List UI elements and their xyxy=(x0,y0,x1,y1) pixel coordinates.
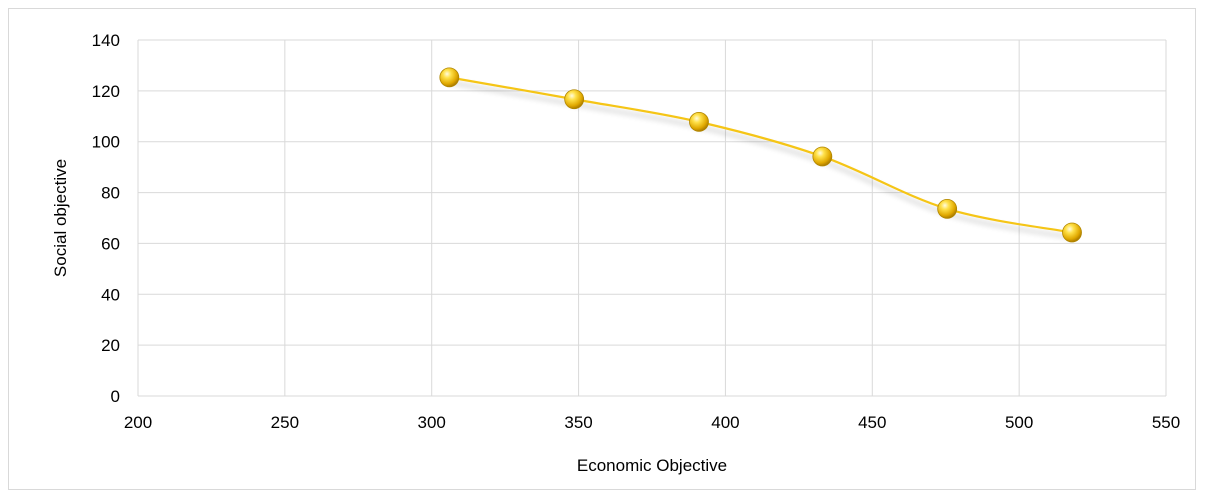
y-axis-title: Social objective xyxy=(51,159,70,277)
y-tick-label: 80 xyxy=(101,184,120,203)
chart-frame xyxy=(8,8,1196,490)
x-axis-title: Economic Objective xyxy=(577,456,727,475)
y-tick-label: 0 xyxy=(111,387,120,406)
x-tick-label: 550 xyxy=(1152,413,1180,432)
y-tick-label: 60 xyxy=(101,234,120,253)
y-tick-labels: 0 20 40 60 80 100 120 140 xyxy=(92,31,120,406)
data-point xyxy=(439,67,460,88)
data-point xyxy=(812,146,833,167)
x-tick-label: 300 xyxy=(418,413,446,432)
y-tick-label: 100 xyxy=(92,133,120,152)
series-layer xyxy=(439,67,1082,243)
y-tick-label: 20 xyxy=(101,336,120,355)
x-tick-label: 250 xyxy=(271,413,299,432)
x-tick-labels: 200 250 300 350 400 450 500 550 xyxy=(124,413,1180,432)
y-gridlines xyxy=(138,39,1166,397)
x-tick-label: 450 xyxy=(858,413,886,432)
data-point xyxy=(937,198,958,219)
data-point xyxy=(1062,222,1082,243)
data-point xyxy=(564,89,585,110)
x-gridlines xyxy=(137,40,1167,396)
data-point xyxy=(689,111,709,132)
y-tick-label: 140 xyxy=(92,31,120,50)
x-tick-label: 400 xyxy=(711,413,739,432)
y-tick-label: 40 xyxy=(101,285,120,304)
y-tick-label: 120 xyxy=(92,82,120,101)
x-tick-label: 500 xyxy=(1005,413,1033,432)
series-line xyxy=(449,76,1073,234)
x-tick-label: 350 xyxy=(564,413,592,432)
x-tick-label: 200 xyxy=(124,413,152,432)
